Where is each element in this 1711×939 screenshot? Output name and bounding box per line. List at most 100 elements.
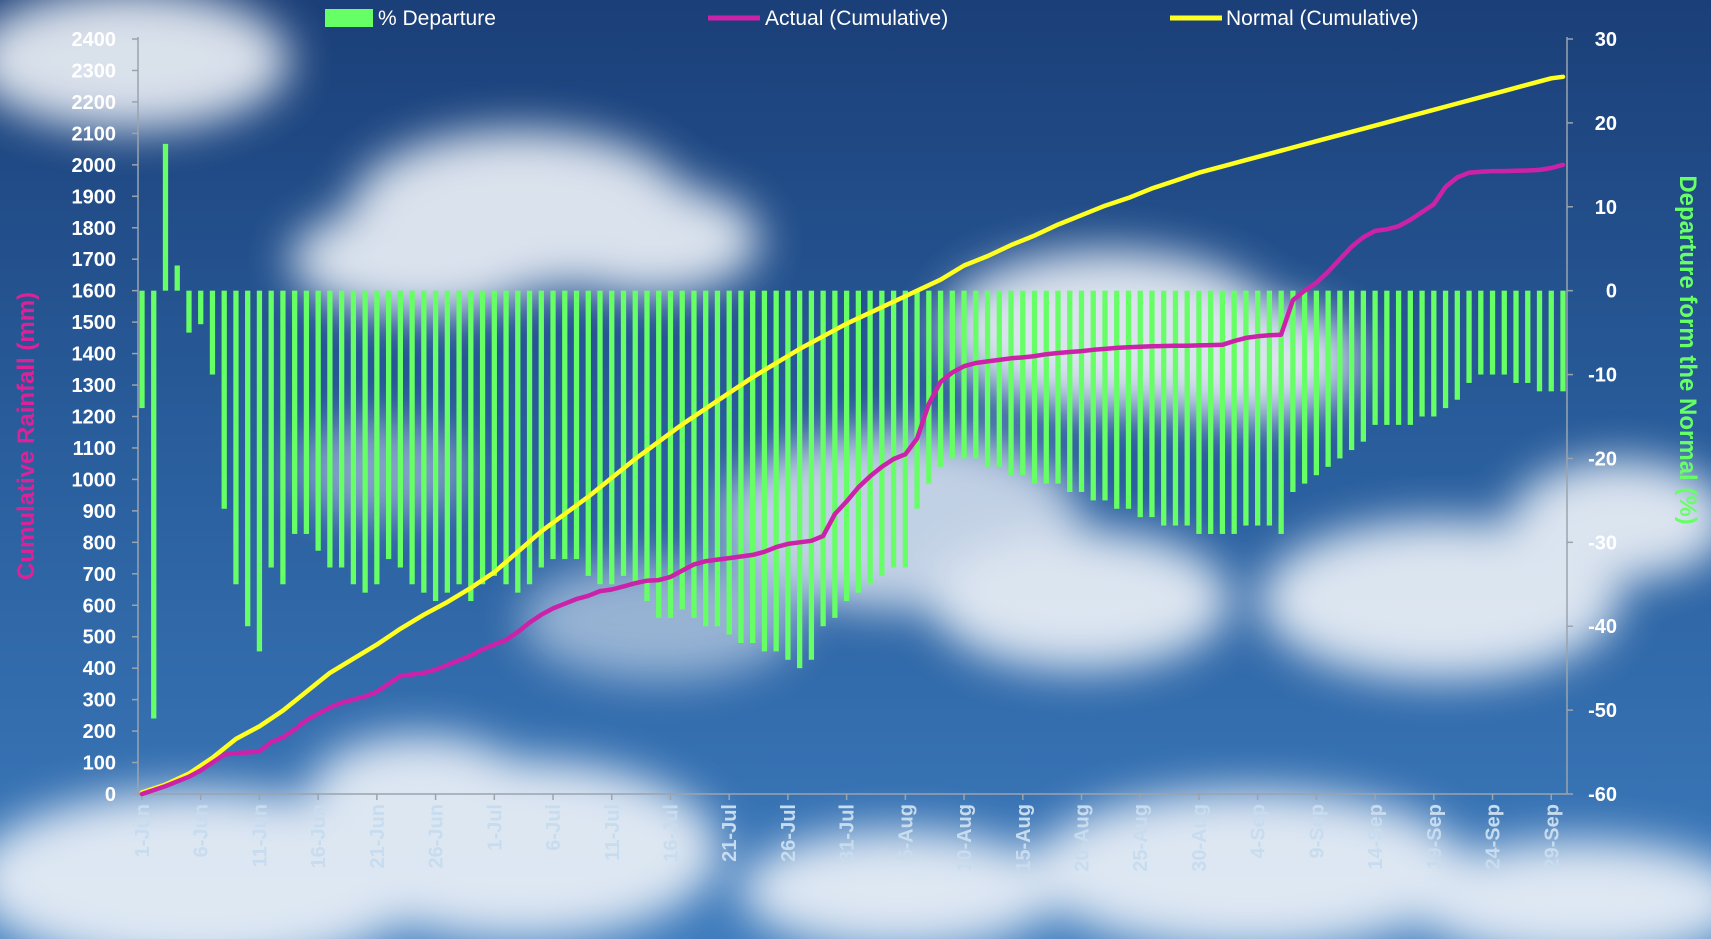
- departure-bar: [1278, 290, 1284, 534]
- y-left-tick-label: 2200: [72, 92, 117, 114]
- y-right-tick-label: 0: [1606, 281, 1617, 303]
- departure-bar: [1008, 290, 1014, 476]
- departure-bar: [750, 290, 756, 643]
- departure-bar: [1419, 290, 1425, 417]
- departure-bar: [573, 290, 580, 560]
- departure-bar: [503, 290, 509, 585]
- departure-bar: [1313, 290, 1320, 476]
- y-left-tick-label: 1000: [72, 469, 117, 491]
- departure-bar: [703, 290, 709, 627]
- departure-bar: [1043, 290, 1049, 484]
- departure-bar: [515, 290, 521, 593]
- y-left-tick-label: 400: [83, 658, 116, 680]
- legend: % Departure Actual (Cumulative) Normal (…: [325, 7, 1419, 30]
- departure-bar: [1184, 290, 1190, 526]
- departure-bar: [1137, 290, 1143, 518]
- y-right-tick-label: -40: [1588, 616, 1617, 638]
- departure-bar: [1149, 290, 1155, 518]
- x-tick-label: 11-Jul: [602, 804, 624, 861]
- departure-bar: [1055, 290, 1061, 484]
- y-left-tick-label: 600: [83, 595, 116, 617]
- x-tick-label: 29-Sep: [1541, 804, 1563, 870]
- departure-bar: [139, 290, 145, 409]
- departure-bar: [1243, 290, 1249, 526]
- departure-bar: [879, 290, 885, 576]
- x-tick-label: 26-Jul: [778, 804, 800, 862]
- departure-bar: [1513, 290, 1519, 383]
- departure-bar: [374, 290, 380, 585]
- y-left-tick-label: 2300: [72, 60, 117, 82]
- departure-bar: [1161, 290, 1167, 526]
- departure-bars: [139, 143, 1566, 719]
- departure-bar: [432, 290, 439, 602]
- departure-bar: [937, 290, 944, 467]
- departure-bar: [209, 290, 216, 375]
- departure-bar: [1548, 290, 1554, 392]
- departure-bar: [1219, 290, 1226, 534]
- departure-bar: [1078, 290, 1085, 492]
- x-tick-label: 16-Jun: [308, 804, 330, 868]
- y-left-tick-label: 1300: [72, 375, 117, 397]
- x-tick-label: 9-Sep: [1306, 804, 1328, 858]
- departure-bar: [174, 265, 180, 291]
- axes: [132, 37, 1573, 800]
- x-tick-label: 24-Sep: [1483, 804, 1505, 870]
- departure-bar: [292, 290, 298, 534]
- x-tick-label: 11-Jun: [249, 804, 271, 867]
- departure-bar: [667, 290, 674, 618]
- departure-bar: [1090, 290, 1096, 501]
- departure-bar: [1231, 290, 1237, 534]
- departure-bar: [855, 290, 862, 593]
- departure-bar: [890, 290, 897, 568]
- departure-bar: [1407, 290, 1413, 425]
- x-tick-label: 4-Sep: [1248, 804, 1270, 858]
- departure-bar: [738, 290, 744, 643]
- y-left-tick-label: 1600: [72, 281, 117, 303]
- x-tick-label: 1-Jul: [484, 804, 506, 851]
- x-tick-label: 21-Jul: [719, 804, 741, 862]
- legend-label-normal: Normal (Cumulative): [1226, 7, 1419, 30]
- departure-bar: [902, 290, 908, 568]
- departure-bar: [468, 290, 474, 602]
- departure-bar: [456, 290, 462, 585]
- departure-bar: [644, 290, 650, 602]
- departure-bar: [538, 290, 544, 568]
- x-tick-label: 26-Jun: [426, 804, 448, 868]
- departure-bar: [656, 290, 662, 618]
- departure-bar: [1208, 290, 1214, 534]
- y-left-tick-label: 900: [83, 501, 116, 523]
- departure-bar: [315, 290, 321, 551]
- departure-bar: [245, 290, 251, 627]
- x-tick-label: 31-Jul: [837, 804, 859, 862]
- departure-bar: [350, 290, 357, 585]
- y-left-tick-label: 1800: [72, 218, 117, 240]
- y-left-tick-label: 700: [83, 564, 116, 586]
- departure-bar: [1372, 290, 1378, 425]
- departure-bar: [1196, 290, 1202, 534]
- y-left-axis-title: Cumulative Rainfall (mm): [13, 292, 40, 580]
- y-right-tick-label: -60: [1588, 784, 1617, 806]
- departure-bar: [1125, 290, 1132, 509]
- y-left-tick-label: 1400: [72, 344, 117, 366]
- departure-bar: [1536, 290, 1543, 392]
- departure-bar: [362, 290, 368, 593]
- departure-bar: [233, 290, 239, 585]
- departure-bar: [761, 290, 768, 652]
- departure-bar: [186, 290, 192, 333]
- y-right-tick-label: -50: [1588, 700, 1617, 722]
- legend-label-departure: % Departure: [378, 7, 496, 30]
- x-tick-label: 5-Aug: [895, 804, 917, 861]
- departure-bar: [961, 290, 967, 459]
- x-tick-label: 25-Aug: [1130, 804, 1152, 872]
- departure-bar: [996, 290, 1002, 467]
- departure-bar: [1337, 290, 1343, 459]
- departure-bar: [1489, 290, 1496, 375]
- departure-bar: [1067, 290, 1073, 492]
- cumulative-lines: [139, 74, 1566, 797]
- departure-bar: [832, 290, 838, 618]
- departure-bar: [1478, 290, 1484, 375]
- departure-bar: [1290, 290, 1296, 492]
- departure-bar: [773, 290, 779, 652]
- y-right-tick-label: -30: [1588, 532, 1617, 554]
